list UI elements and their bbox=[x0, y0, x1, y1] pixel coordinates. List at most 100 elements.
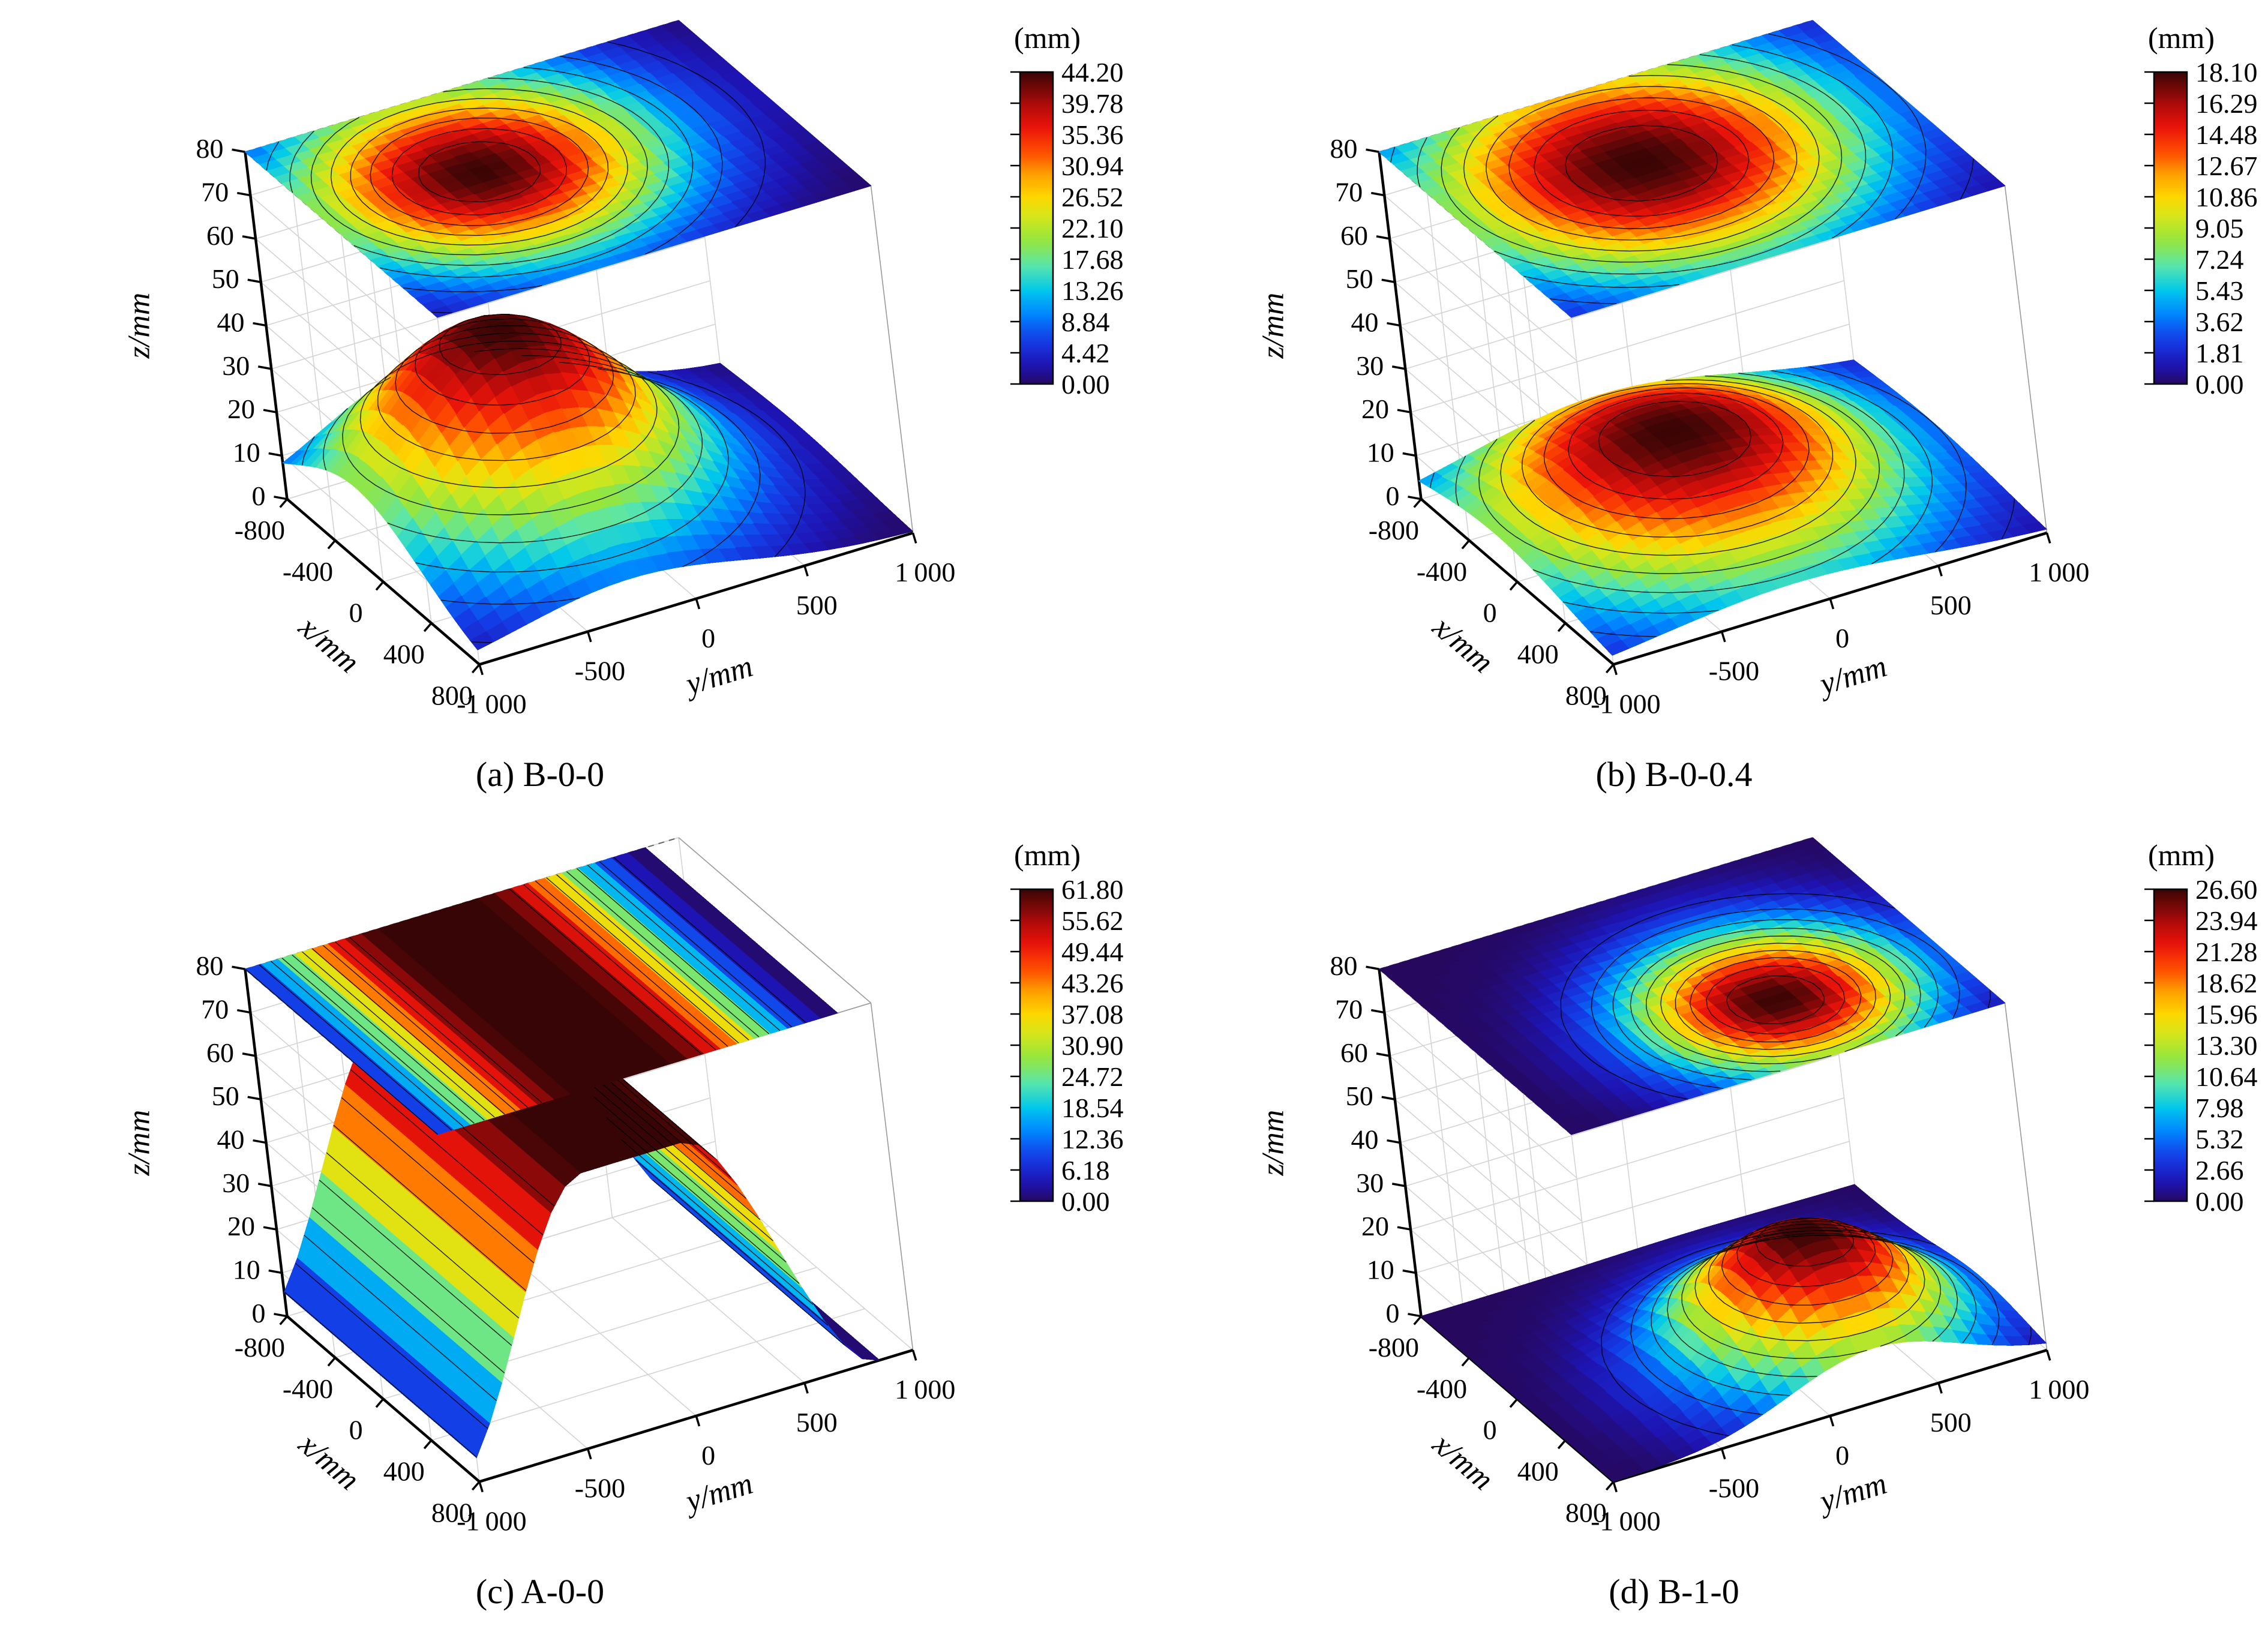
svg-text:-400: -400 bbox=[283, 1373, 333, 1404]
svg-text:500: 500 bbox=[796, 1407, 838, 1438]
svg-text:500: 500 bbox=[796, 590, 838, 620]
svg-text:1 000: 1 000 bbox=[2029, 1374, 2089, 1405]
svg-text:21.28: 21.28 bbox=[2195, 937, 2258, 967]
svg-text:30: 30 bbox=[1356, 1168, 1384, 1198]
svg-text:0: 0 bbox=[252, 1298, 266, 1328]
svg-text:-1 000: -1 000 bbox=[1591, 688, 1661, 719]
svg-text:(mm): (mm) bbox=[1014, 838, 1081, 872]
svg-text:1 000: 1 000 bbox=[2029, 557, 2089, 587]
svg-text:1 000: 1 000 bbox=[895, 557, 955, 587]
svg-text:2.66: 2.66 bbox=[2195, 1155, 2244, 1186]
svg-text:40: 40 bbox=[217, 307, 245, 338]
svg-text:1.81: 1.81 bbox=[2195, 338, 2244, 368]
svg-text:0: 0 bbox=[1483, 598, 1497, 628]
svg-text:400: 400 bbox=[1517, 639, 1559, 670]
svg-text:7.24: 7.24 bbox=[2195, 244, 2244, 275]
svg-text:8.84: 8.84 bbox=[1061, 307, 1110, 337]
svg-text:13.30: 13.30 bbox=[2195, 1030, 2258, 1061]
svg-text:43.26: 43.26 bbox=[1061, 968, 1124, 998]
svg-text:20: 20 bbox=[227, 1211, 255, 1241]
svg-text:10: 10 bbox=[233, 437, 260, 468]
svg-text:12.36: 12.36 bbox=[1061, 1124, 1124, 1154]
svg-text:500: 500 bbox=[1930, 590, 1972, 620]
svg-text:10: 10 bbox=[1367, 437, 1394, 468]
svg-text:70: 70 bbox=[201, 177, 229, 208]
svg-text:80: 80 bbox=[1330, 950, 1358, 981]
svg-text:30.94: 30.94 bbox=[1061, 151, 1124, 181]
svg-text:(a) B-0-0: (a) B-0-0 bbox=[476, 755, 604, 794]
svg-text:400: 400 bbox=[383, 1456, 425, 1487]
svg-text:-500: -500 bbox=[575, 656, 625, 686]
svg-text:0: 0 bbox=[349, 1415, 363, 1445]
svg-text:20: 20 bbox=[1361, 1211, 1389, 1241]
svg-text:26.60: 26.60 bbox=[2195, 874, 2258, 905]
svg-text:26.52: 26.52 bbox=[1061, 182, 1124, 212]
svg-text:44.20: 44.20 bbox=[1061, 57, 1124, 88]
svg-text:60: 60 bbox=[1340, 1037, 1368, 1068]
svg-text:37.08: 37.08 bbox=[1061, 999, 1124, 1030]
svg-text:0: 0 bbox=[349, 598, 363, 628]
svg-text:10: 10 bbox=[1367, 1255, 1394, 1285]
svg-text:70: 70 bbox=[1335, 994, 1363, 1025]
svg-text:70: 70 bbox=[201, 994, 229, 1025]
svg-text:40: 40 bbox=[1351, 307, 1379, 338]
svg-text:z/mm: z/mm bbox=[1256, 1110, 1291, 1177]
svg-text:-1 000: -1 000 bbox=[457, 688, 527, 719]
svg-text:80: 80 bbox=[196, 133, 224, 164]
svg-text:0: 0 bbox=[252, 481, 266, 511]
svg-text:400: 400 bbox=[383, 639, 425, 670]
svg-text:0: 0 bbox=[1835, 1440, 1849, 1471]
svg-text:10.64: 10.64 bbox=[2195, 1061, 2258, 1092]
svg-text:z/mm: z/mm bbox=[122, 293, 157, 359]
svg-text:0: 0 bbox=[1386, 481, 1400, 511]
svg-text:39.78: 39.78 bbox=[1061, 88, 1124, 119]
svg-text:22.10: 22.10 bbox=[1061, 213, 1124, 244]
svg-text:500: 500 bbox=[1930, 1407, 1972, 1438]
svg-text:z/mm: z/mm bbox=[122, 1110, 157, 1177]
svg-text:80: 80 bbox=[1330, 133, 1358, 164]
svg-text:-800: -800 bbox=[1369, 515, 1419, 545]
svg-text:-800: -800 bbox=[235, 1332, 285, 1363]
svg-text:-800: -800 bbox=[1369, 1332, 1419, 1363]
svg-text:7.98: 7.98 bbox=[2195, 1093, 2244, 1123]
svg-text:13.26: 13.26 bbox=[1061, 275, 1124, 306]
svg-text:49.44: 49.44 bbox=[1061, 937, 1124, 967]
svg-text:30.90: 30.90 bbox=[1061, 1030, 1124, 1061]
svg-text:80: 80 bbox=[196, 950, 224, 981]
svg-text:-400: -400 bbox=[283, 556, 333, 587]
svg-text:18.62: 18.62 bbox=[2195, 968, 2258, 998]
svg-text:-1 000: -1 000 bbox=[1591, 1505, 1661, 1536]
svg-text:-500: -500 bbox=[575, 1473, 625, 1504]
svg-text:60: 60 bbox=[1340, 220, 1368, 251]
svg-text:9.05: 9.05 bbox=[2195, 213, 2244, 244]
svg-text:50: 50 bbox=[212, 1081, 239, 1111]
svg-text:-1 000: -1 000 bbox=[457, 1505, 527, 1536]
svg-text:18.54: 18.54 bbox=[1061, 1093, 1124, 1123]
svg-text:(d) B-1-0: (d) B-1-0 bbox=[1609, 1572, 1739, 1611]
svg-text:1 000: 1 000 bbox=[895, 1374, 955, 1405]
svg-text:0: 0 bbox=[1483, 1415, 1497, 1445]
svg-text:-500: -500 bbox=[1709, 1473, 1759, 1504]
svg-text:0: 0 bbox=[701, 623, 715, 653]
svg-text:3.62: 3.62 bbox=[2195, 307, 2244, 337]
svg-text:0: 0 bbox=[1835, 623, 1849, 653]
svg-text:0.00: 0.00 bbox=[1061, 1186, 1110, 1217]
svg-text:10: 10 bbox=[233, 1255, 260, 1285]
svg-text:23.94: 23.94 bbox=[2195, 905, 2258, 936]
svg-text:50: 50 bbox=[1346, 1081, 1373, 1111]
svg-text:15.96: 15.96 bbox=[2195, 999, 2258, 1030]
svg-text:17.68: 17.68 bbox=[1061, 244, 1124, 275]
svg-text:60: 60 bbox=[206, 1037, 234, 1068]
svg-text:55.62: 55.62 bbox=[1061, 905, 1124, 936]
svg-text:(c) A-0-0: (c) A-0-0 bbox=[476, 1572, 604, 1611]
svg-text:50: 50 bbox=[1346, 263, 1373, 294]
svg-text:20: 20 bbox=[1361, 394, 1389, 424]
svg-text:10.86: 10.86 bbox=[2195, 182, 2258, 212]
svg-text:35.36: 35.36 bbox=[1061, 119, 1124, 150]
svg-text:60: 60 bbox=[206, 220, 234, 251]
svg-text:40: 40 bbox=[1351, 1124, 1379, 1155]
svg-text:0.00: 0.00 bbox=[2195, 369, 2244, 400]
svg-text:0.00: 0.00 bbox=[1061, 369, 1110, 400]
svg-text:40: 40 bbox=[217, 1124, 245, 1155]
svg-text:70: 70 bbox=[1335, 177, 1363, 208]
